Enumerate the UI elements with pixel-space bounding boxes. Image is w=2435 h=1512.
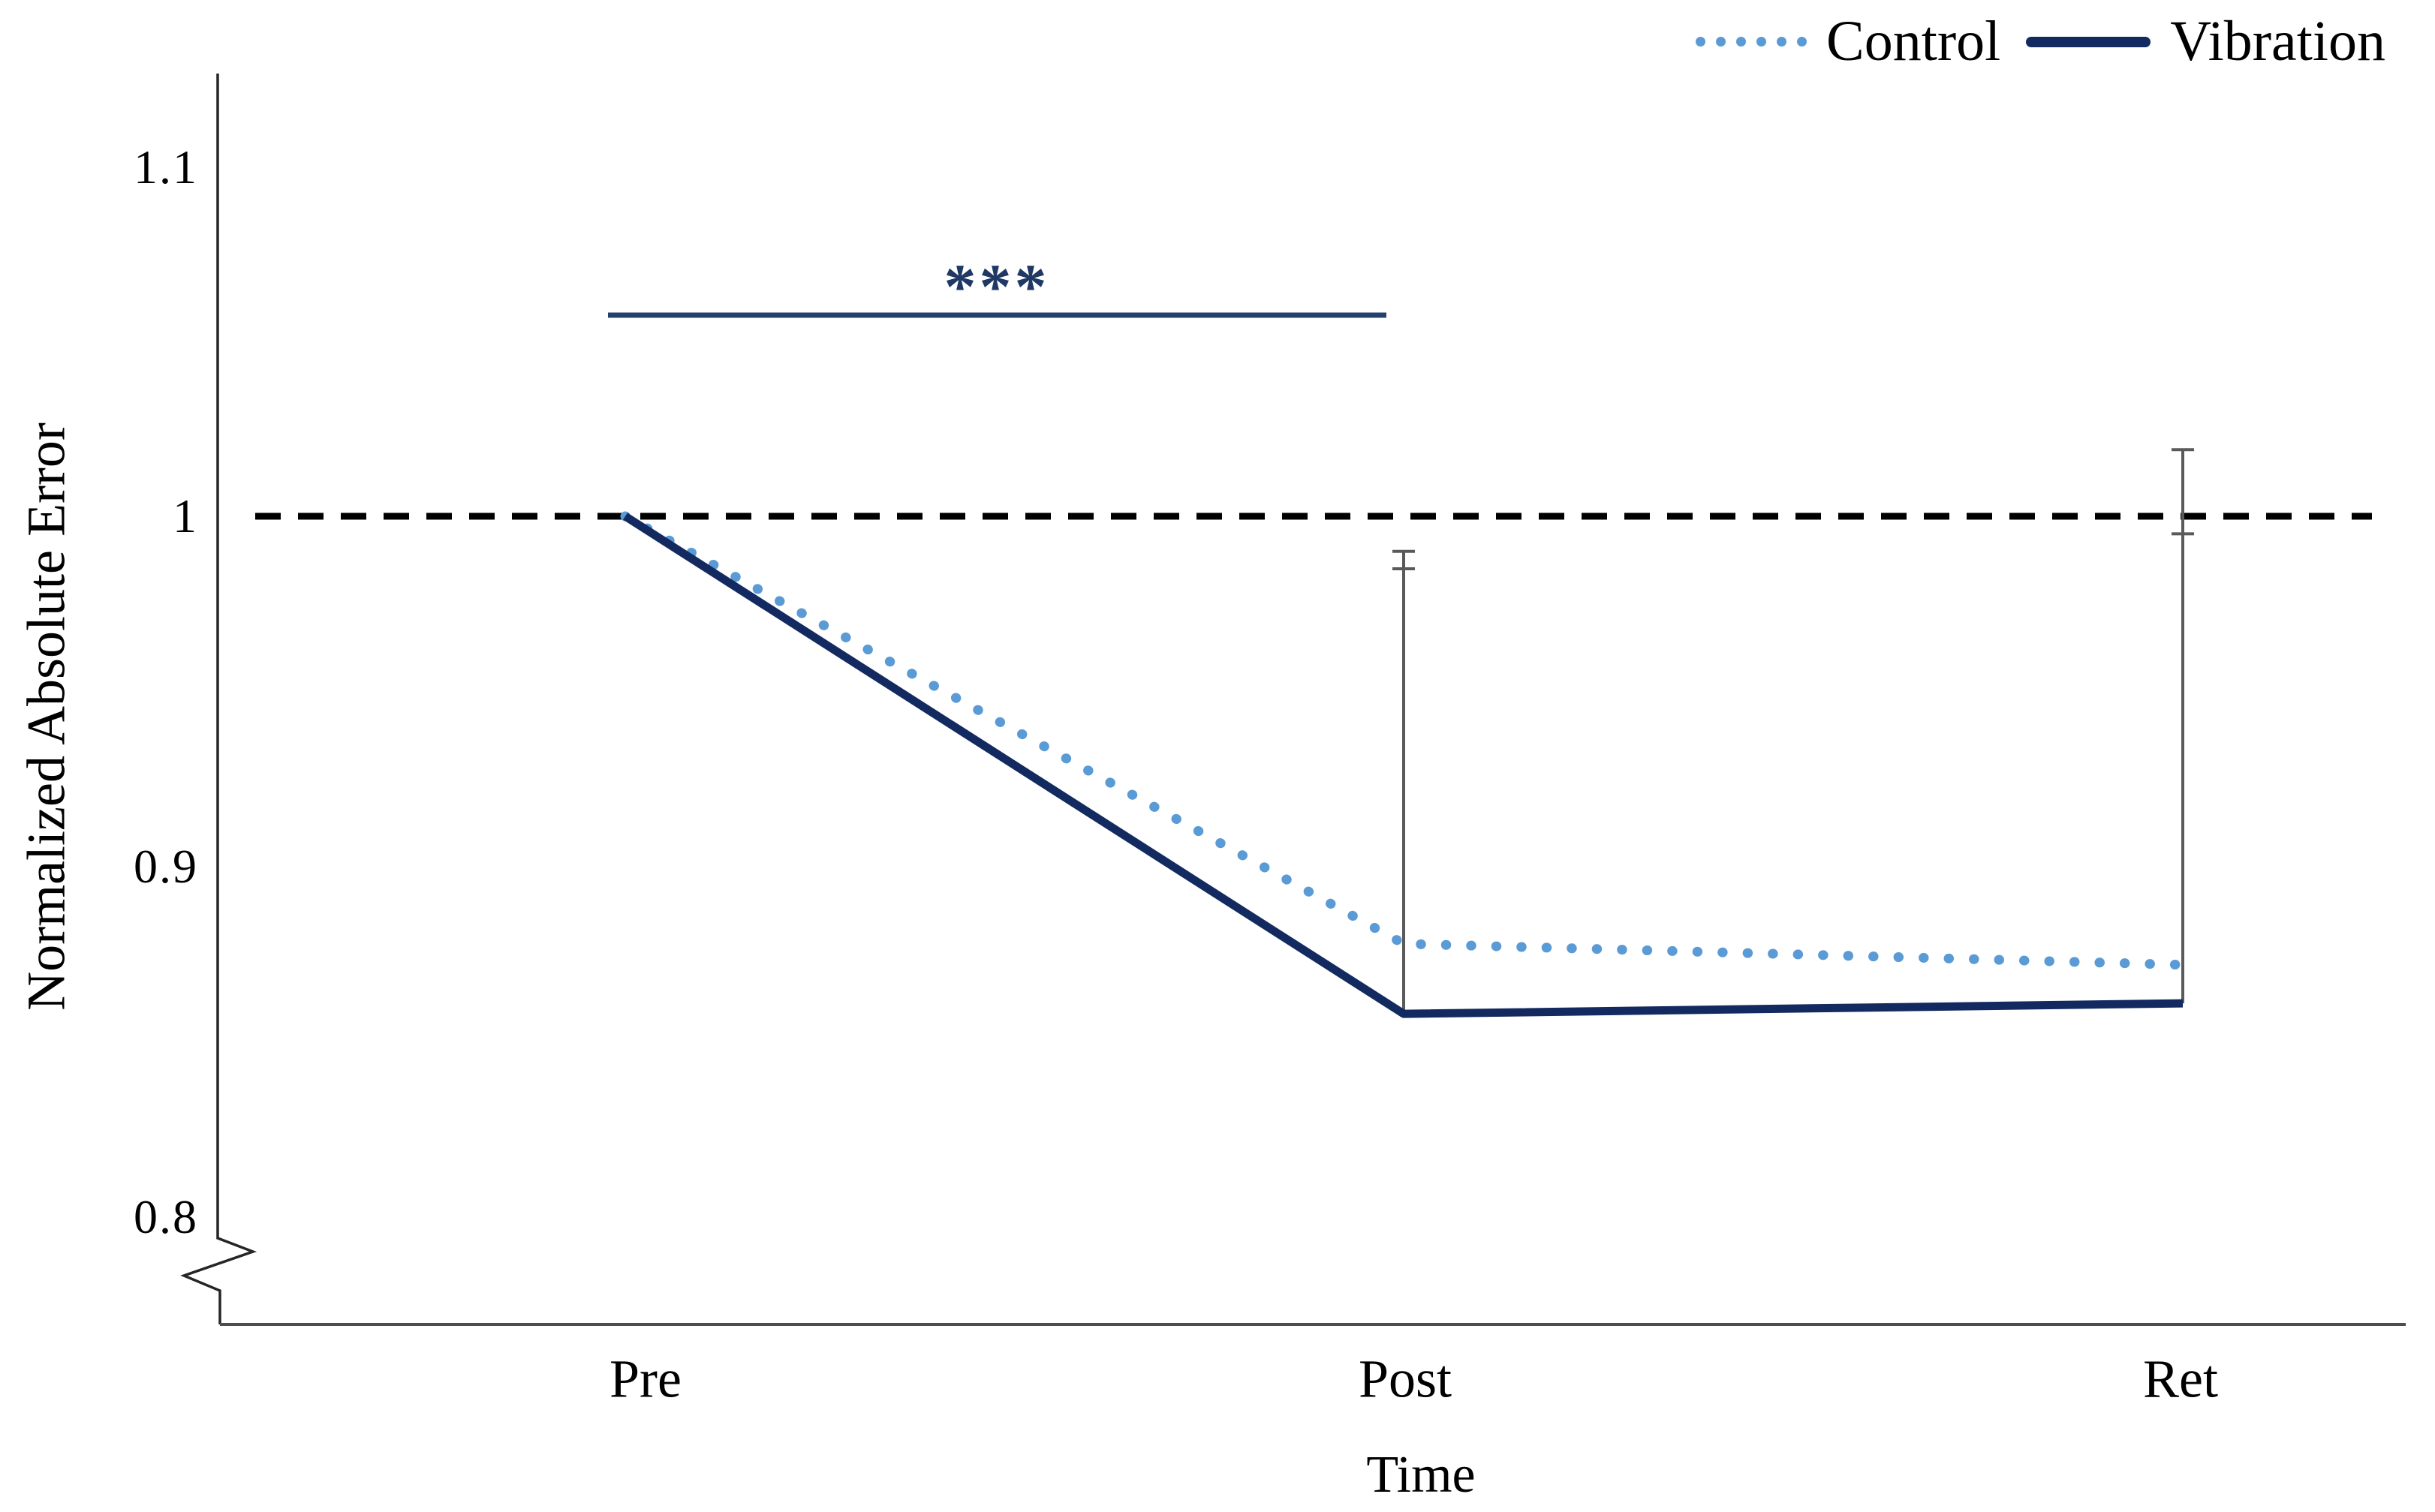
legend-label-vibration: Vibration xyxy=(2170,10,2385,73)
control-dotted-swatch-icon xyxy=(1696,37,1807,47)
y-tick-0-9: 0.9 xyxy=(134,840,198,893)
series-line-control xyxy=(620,511,2188,970)
y-tick-1: 1 xyxy=(173,489,198,543)
vibration-solid-swatch-icon xyxy=(2026,36,2151,47)
error-bar-post xyxy=(1392,549,1415,1015)
error-bar-ret xyxy=(2172,448,2194,1004)
x-tick-pre: Pre xyxy=(610,1348,682,1409)
y-axis-line xyxy=(180,74,257,1324)
series-line-vibration xyxy=(623,513,2184,1018)
y-axis-title: Normalized Absolute Error xyxy=(16,422,77,1011)
y-tick-0-8: 0.8 xyxy=(134,1190,198,1243)
legend: Control Vibration xyxy=(1696,9,2385,74)
legend-item-control: Control xyxy=(1696,9,2000,74)
x-tick-post: Post xyxy=(1358,1348,1452,1409)
legend-item-vibration: Vibration xyxy=(2026,9,2385,74)
x-tick-ret: Ret xyxy=(2143,1348,2218,1409)
legend-label-control: Control xyxy=(1826,10,2001,73)
significance-stars: *** xyxy=(944,251,1050,323)
y-tick-1-1: 1.1 xyxy=(134,140,198,194)
x-axis-title: Time xyxy=(1366,1446,1476,1504)
